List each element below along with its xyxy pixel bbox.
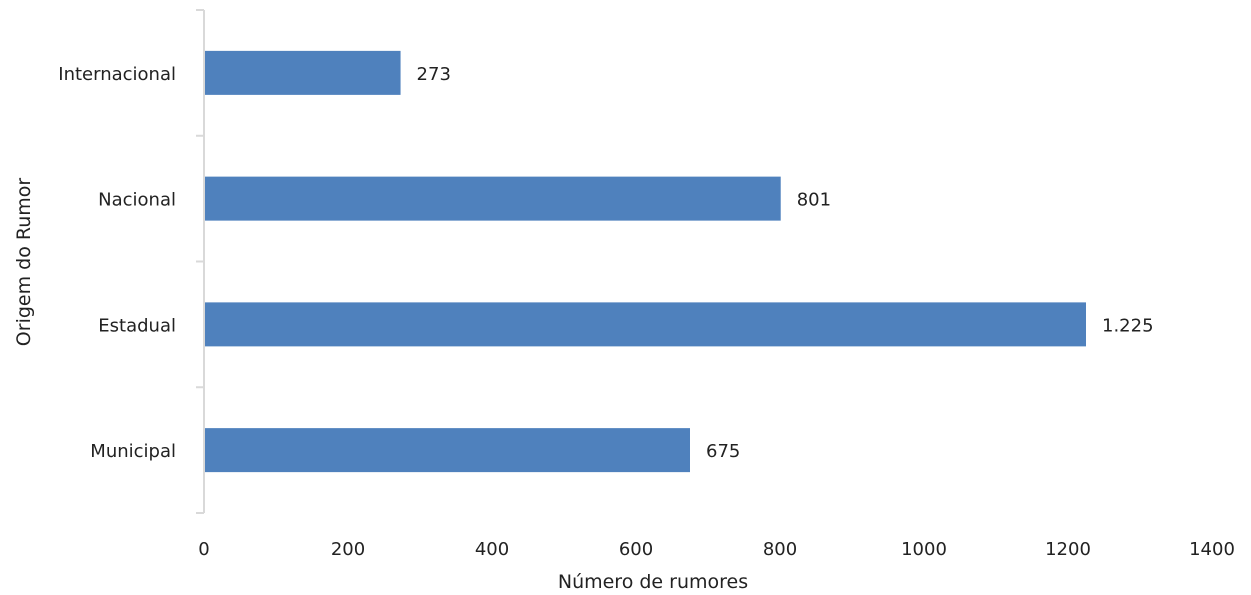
x-tick-label: 800 [763,539,797,560]
bars-group [204,50,1086,473]
category-labels-group: Internacional Nacional Estadual Municipal [58,64,176,462]
x-axis-title: Número de rumores [558,571,748,593]
bar-municipal [204,428,690,473]
data-label-municipal: 675 [706,441,740,462]
data-labels-group: 273 801 1.225 675 [417,64,1154,462]
y-axis-title: Origem do Rumor [13,178,35,347]
x-tick-label: 400 [475,539,509,560]
bar-nacional [204,176,781,221]
bar-estadual [204,302,1086,347]
data-label-nacional: 801 [797,190,831,211]
bar-internacional [204,50,401,95]
x-tick-label: 1200 [1045,539,1091,560]
x-tick-label: 1400 [1189,539,1235,560]
x-tick-label: 0 [198,539,209,560]
category-label-estadual: Estadual [98,315,176,336]
x-tick-label: 1000 [901,539,947,560]
data-label-internacional: 273 [417,64,451,85]
x-tick-labels-group: 0 200 400 600 800 1000 1200 1400 [198,539,1235,560]
category-label-internacional: Internacional [58,64,176,85]
category-label-municipal: Municipal [90,441,176,462]
category-label-nacional: Nacional [98,190,176,211]
data-label-estadual: 1.225 [1102,315,1154,336]
x-tick-label: 200 [331,539,365,560]
x-tick-label: 600 [619,539,653,560]
y-axis [196,9,205,514]
